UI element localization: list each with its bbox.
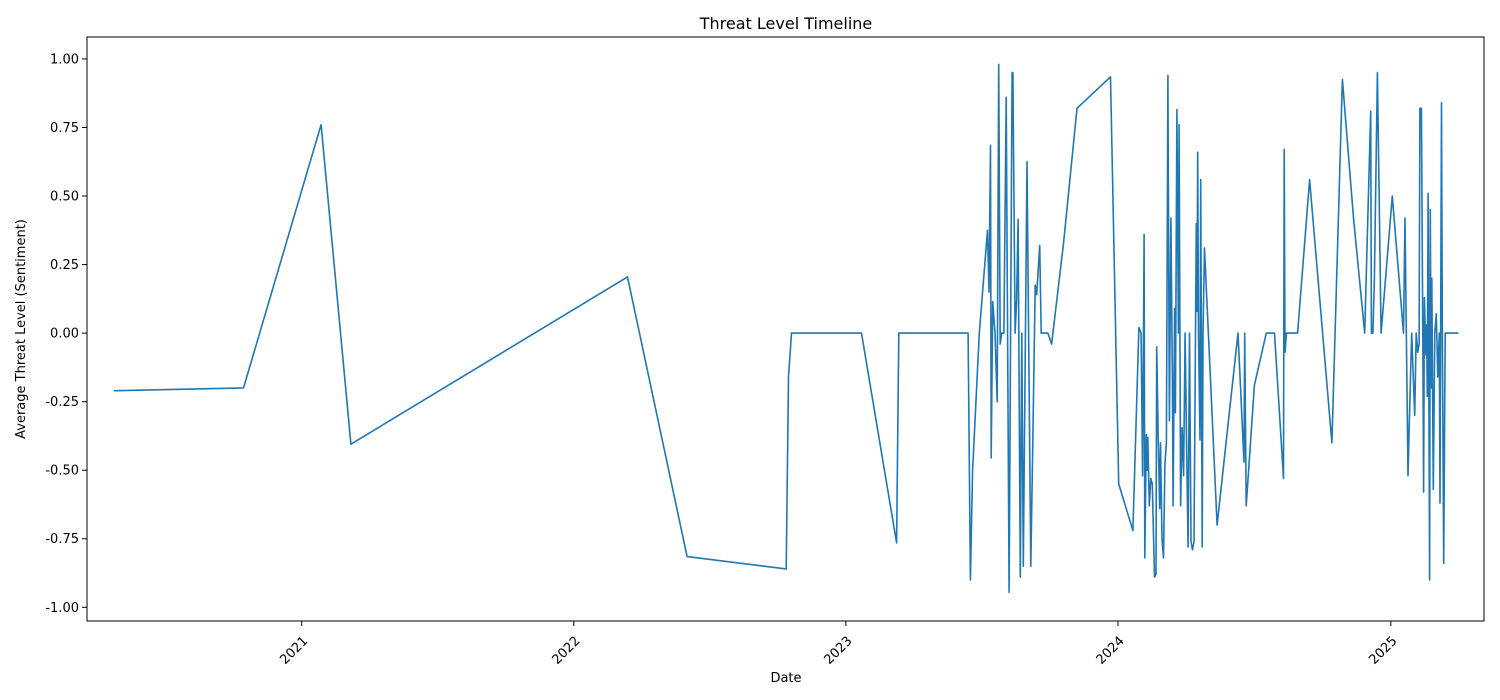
y-tick-label: -0.50 — [45, 464, 79, 479]
x-tick-label: 2021 — [277, 634, 311, 668]
y-tick-label: 1.00 — [50, 52, 79, 67]
x-tick-label: 2025 — [1366, 634, 1400, 668]
y-axis: -1.00 -0.75 -0.50 -0.25 0.00 0.25 0.50 0.75 1.00 — [45, 52, 87, 616]
chart-title: Threat Level Timeline — [699, 14, 873, 33]
series-group — [113, 63, 1459, 594]
y-tick-label: -0.75 — [45, 532, 79, 547]
y-axis-title: Average Threat Level (Sentiment) — [14, 219, 29, 439]
y-tick-label: 0.50 — [50, 190, 79, 205]
plot-area-frame — [86, 36, 1485, 622]
x-tick-label: 2022 — [549, 634, 583, 668]
x-axis-title: Date — [770, 671, 801, 686]
x-tick-label: 2023 — [822, 634, 856, 668]
x-tick-label: 2024 — [1094, 634, 1128, 668]
y-tick-label: -0.25 — [45, 395, 79, 410]
y-tick-label: 0.75 — [50, 121, 79, 136]
y-tick-label: 0.00 — [50, 327, 79, 342]
x-axis: 2021 2022 2023 2024 2025 — [277, 621, 1400, 668]
y-tick-label: -1.00 — [45, 601, 79, 616]
series-line — [113, 63, 1459, 594]
y-tick-label: 0.25 — [50, 258, 79, 273]
